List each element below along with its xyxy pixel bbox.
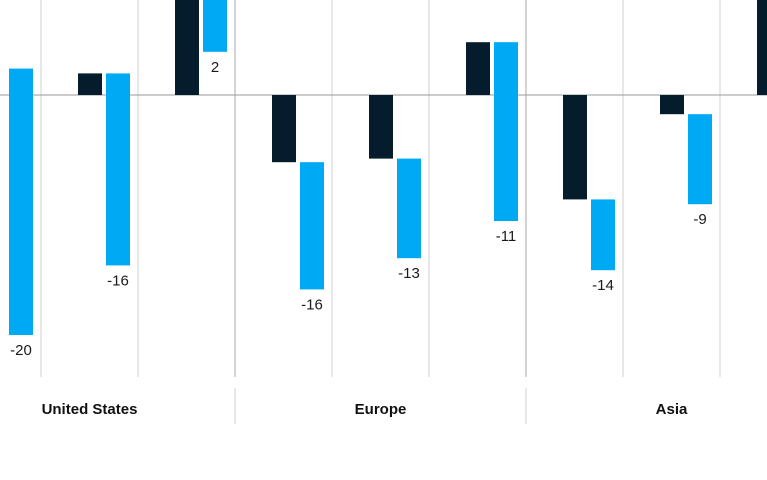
bar-series-2 [591,199,615,271]
bar-series-2 [494,42,518,222]
data-label: -13 [398,265,420,282]
bar-series-2 [688,114,712,205]
bar-series-2 [397,158,421,259]
bars [9,0,767,335]
group-label: Europe [355,401,407,418]
bar-series-1 [78,73,102,95]
bar-series-2 [203,0,227,52]
bar-series-1 [757,0,767,95]
bar-series-2 [106,73,130,266]
bar-series-1 [660,95,684,115]
data-label: -9 [693,211,706,228]
bar-series-1 [272,95,296,163]
data-label: -16 [301,296,323,313]
data-label: 2 [211,59,219,76]
bar-series-1 [175,0,199,95]
bar-series-2 [300,162,324,290]
bar-series-1 [563,95,587,200]
bar-series-1 [466,42,490,95]
group-label: Asia [656,401,688,418]
data-label: -16 [107,272,129,289]
bar-series-2 [9,68,33,335]
data-label: -11 [496,228,517,245]
group-labels: United States Europe Asia [42,401,688,418]
bar-series-1 [369,95,393,159]
data-labels: -20 -16 2 -16 -13 -11 -14 -9 [10,59,707,359]
data-label: -20 [10,342,32,359]
data-label: -14 [592,277,614,294]
group-label: United States [42,401,138,418]
